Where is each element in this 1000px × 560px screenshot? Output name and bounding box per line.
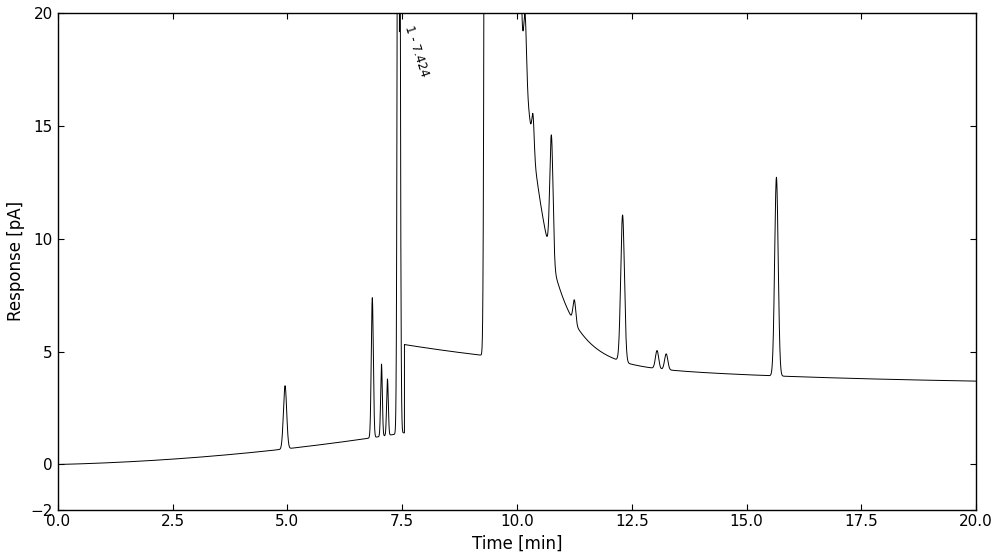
Y-axis label: Response [pA]: Response [pA]: [7, 201, 25, 321]
X-axis label: Time [min]: Time [min]: [472, 535, 562, 553]
Text: 1 - 7.424: 1 - 7.424: [402, 24, 431, 79]
